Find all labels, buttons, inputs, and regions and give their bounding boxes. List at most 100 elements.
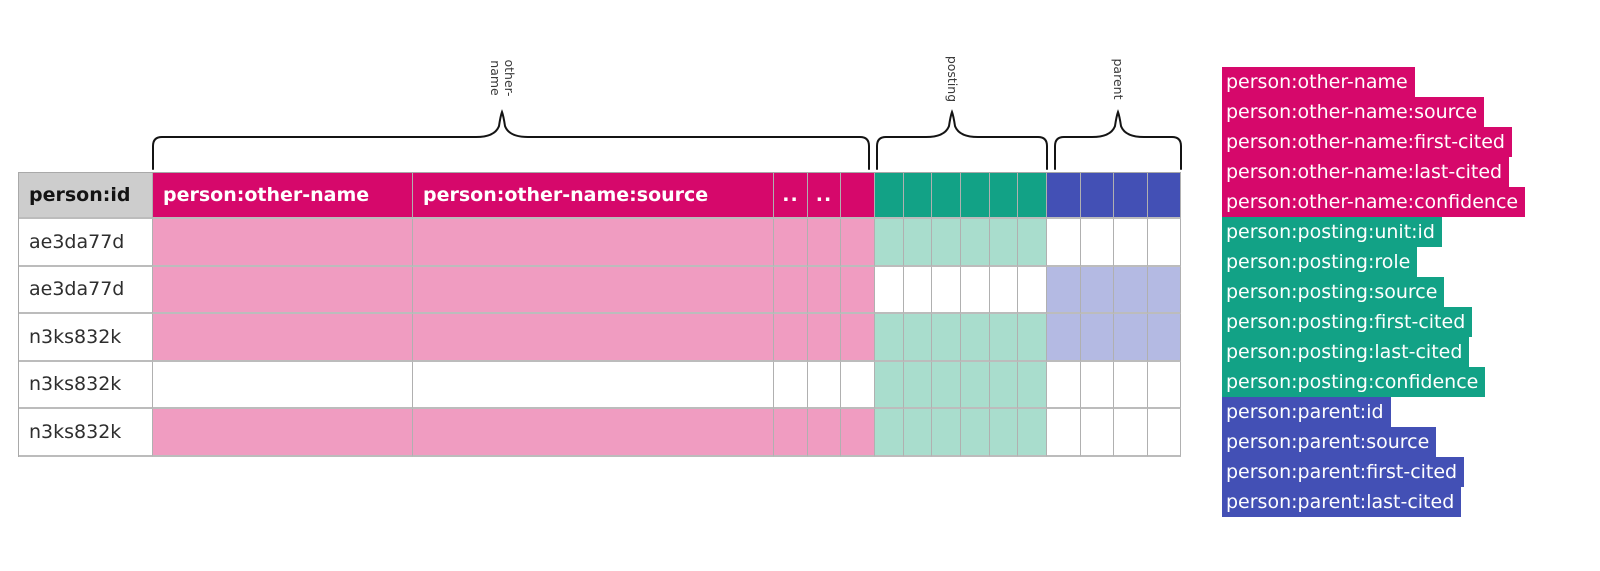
- brace-posting: [876, 109, 1048, 170]
- table-cell-posting: [989, 361, 1019, 409]
- table-cell-other-name: [808, 266, 841, 314]
- legend-item-parent: person:parent:first-cited: [1222, 457, 1465, 487]
- column-header-posting-5: [1018, 173, 1048, 219]
- row-id-cell: ae3da77d: [19, 219, 153, 267]
- legend-item-posting: person:posting:confidence: [1222, 367, 1486, 397]
- row-id-cell: n3ks832k: [19, 314, 153, 362]
- legend-item-posting: person:posting:last-cited: [1222, 337, 1470, 367]
- table-cell-other-name: [841, 361, 875, 409]
- column-header-parent-0: [1047, 173, 1081, 219]
- column-header-other-name-2: ..: [774, 173, 808, 219]
- legend-item-other-name: person:other-name: [1222, 67, 1415, 97]
- table-cell-posting: [932, 361, 962, 409]
- table-cell-other-name: [808, 361, 841, 409]
- table-cell-posting: [932, 409, 962, 457]
- table-cell-other-name: [774, 219, 808, 267]
- column-header-other-name-1: person:other-name:source: [413, 173, 774, 219]
- table-cell-parent: [1114, 409, 1148, 457]
- legend-item-other-name: person:other-name:first-cited: [1222, 127, 1512, 157]
- column-header-posting-1: [903, 173, 933, 219]
- table-cell-posting: [932, 266, 962, 314]
- table-cell-other-name: [808, 219, 841, 267]
- table-cell-parent: [1080, 219, 1115, 267]
- table-cell-posting: [875, 314, 904, 362]
- column-header-posting-0: [875, 173, 904, 219]
- legend-item-parent: person:parent:id: [1222, 397, 1391, 427]
- brace-parent: [1054, 109, 1182, 170]
- table-cell-posting: [903, 266, 933, 314]
- row-id-cell: ae3da77d: [19, 266, 153, 314]
- table-cell-posting: [1018, 361, 1048, 409]
- table-cell-posting: [1018, 314, 1048, 362]
- table-cell-parent: [1047, 314, 1081, 362]
- table-cell-posting: [903, 409, 933, 457]
- table-cell-other-name: [774, 361, 808, 409]
- table-cell-other-name: [153, 409, 413, 457]
- table-cell-other-name: [774, 409, 808, 457]
- table-cell-other-name: [841, 409, 875, 457]
- table-cell-parent: [1114, 361, 1148, 409]
- table-cell-other-name: [774, 314, 808, 362]
- table-cell-posting: [961, 361, 990, 409]
- table-cell-parent: [1147, 219, 1182, 267]
- column-header-other-name-4: [841, 173, 875, 219]
- table-cell-parent: [1114, 266, 1148, 314]
- table-cell-other-name: [413, 266, 774, 314]
- table-cell-other-name: [153, 266, 413, 314]
- table-cell-posting: [1018, 266, 1048, 314]
- table-cell-other-name: [774, 266, 808, 314]
- column-header-other-name-3: ..: [808, 173, 841, 219]
- table-cell-posting: [961, 266, 990, 314]
- table-cell-posting: [875, 361, 904, 409]
- column-header-other-name-0: person:other-name: [153, 173, 413, 219]
- brace-label-other-name: other- name: [488, 59, 517, 97]
- table-cell-parent: [1080, 266, 1115, 314]
- table-cell-other-name: [841, 219, 875, 267]
- table-cell-parent: [1147, 314, 1182, 362]
- legend-item-other-name: person:other-name:source: [1222, 97, 1485, 127]
- table-cell-posting: [989, 409, 1019, 457]
- table-cell-parent: [1114, 314, 1148, 362]
- table-cell-posting: [875, 219, 904, 267]
- column-header-person-id: person:id: [19, 173, 153, 219]
- brace-label-parent: parent: [1111, 58, 1126, 100]
- table-cell-other-name: [413, 361, 774, 409]
- table-cell-other-name: [808, 314, 841, 362]
- table-cell-other-name: [413, 314, 774, 362]
- column-legend: person:other-name person:other-name:sourc…: [1222, 67, 1526, 517]
- table-cell-posting: [989, 314, 1019, 362]
- table-cell-posting: [932, 219, 962, 267]
- table-cell-other-name: [413, 409, 774, 457]
- table-cell-parent: [1047, 409, 1081, 457]
- table-cell-parent: [1047, 219, 1081, 267]
- table-cell-other-name: [841, 266, 875, 314]
- table-cell-parent: [1047, 361, 1081, 409]
- legend-item-posting: person:posting:unit:id: [1222, 217, 1442, 247]
- table-cell-parent: [1147, 266, 1182, 314]
- row-id-cell: n3ks832k: [19, 361, 153, 409]
- table-cell-parent: [1147, 409, 1182, 457]
- legend-item-parent: person:parent:source: [1222, 427, 1437, 457]
- table-cell-parent: [1114, 219, 1148, 267]
- table-cell-parent: [1080, 409, 1115, 457]
- table-cell-posting: [903, 219, 933, 267]
- table-cell-posting: [903, 361, 933, 409]
- column-header-posting-4: [989, 173, 1019, 219]
- column-header-posting-2: [932, 173, 962, 219]
- table-cell-other-name: [153, 219, 413, 267]
- column-header-posting-3: [961, 173, 990, 219]
- table-cell-other-name: [413, 219, 774, 267]
- table-cell-other-name: [153, 361, 413, 409]
- table-row: n3ks832k: [19, 409, 1182, 457]
- table-row: ae3da77d: [19, 219, 1182, 267]
- table-cell-parent: [1047, 266, 1081, 314]
- brace-other-name: [152, 109, 870, 170]
- legend-item-posting: person:posting:first-cited: [1222, 307, 1473, 337]
- table-cell-posting: [875, 409, 904, 457]
- legend-item-parent: person:parent:last-cited: [1222, 487, 1462, 517]
- table-cell-posting: [989, 219, 1019, 267]
- table-cell-parent: [1147, 361, 1182, 409]
- table-cell-other-name: [808, 409, 841, 457]
